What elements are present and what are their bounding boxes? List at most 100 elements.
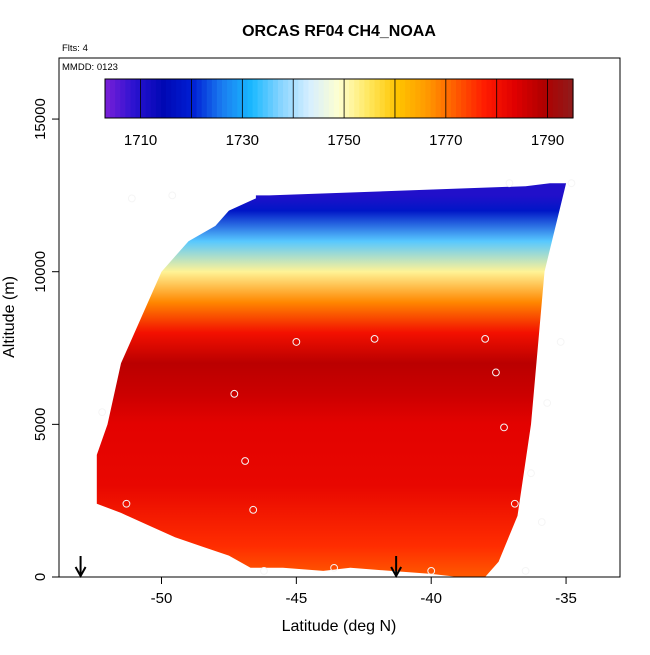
colorbar-cell — [277, 79, 284, 118]
colorbar-cell — [527, 79, 533, 118]
colorbar-cell — [344, 79, 350, 118]
sample-point — [249, 505, 258, 514]
colorbar-cell — [354, 79, 360, 118]
colorbar-tick-label: 1750 — [327, 132, 360, 149]
colorbar-cell — [466, 79, 472, 118]
colorbar-cell — [450, 79, 457, 118]
colorbar-cell — [145, 79, 152, 118]
colorbar-cell — [481, 79, 488, 118]
x-tick-label: -40 — [420, 590, 442, 607]
colorbar-cell — [435, 79, 442, 118]
colorbar-cell — [522, 79, 528, 118]
sample-point — [292, 338, 301, 346]
colorbar-tick-label: 1730 — [226, 132, 259, 149]
colorbar-cell — [491, 79, 498, 118]
colorbar-cell — [430, 79, 437, 118]
colorbar-cell — [318, 79, 325, 118]
colorbar-cell — [440, 79, 447, 118]
colorbar-tick-label: 1710 — [124, 132, 157, 149]
colorbar-cell — [486, 79, 493, 118]
colorbar-cell — [120, 79, 126, 118]
colorbar-cell — [232, 79, 238, 118]
sample-point — [527, 469, 535, 478]
sample-point — [537, 518, 546, 526]
colorbar-cell — [328, 79, 335, 118]
colorbar-cell — [150, 79, 157, 118]
sample-point — [567, 179, 576, 188]
sample-point — [241, 457, 250, 465]
sample-point — [230, 389, 239, 398]
colorbar-cell — [511, 79, 518, 118]
colorbar-cell — [349, 79, 355, 118]
colorbar-cell — [400, 79, 406, 118]
colorbar-cell — [501, 79, 508, 118]
colorbar-cell — [216, 79, 223, 118]
colorbar-cell — [267, 79, 274, 118]
y-tick-label: 15000 — [32, 98, 49, 140]
x-tick-label: -45 — [286, 590, 308, 607]
colorbar-tick-label: 1770 — [429, 132, 462, 149]
colorbar-cell — [176, 79, 182, 118]
colorbar-cell — [567, 79, 574, 118]
colorbar-cell — [394, 79, 401, 118]
colorbar-tick-label: 1790 — [531, 132, 564, 149]
colorbar-cell — [242, 79, 249, 118]
x-tick-label: -35 — [555, 590, 577, 607]
colorbar-cell — [456, 79, 462, 118]
colorbar-cell — [283, 79, 289, 118]
colorbar-cell — [303, 79, 310, 118]
sample-point — [500, 423, 508, 432]
colorbar-cell — [415, 79, 421, 118]
colorbar-cell — [191, 79, 198, 118]
colorbar-cell — [542, 79, 549, 118]
sample-point — [556, 338, 565, 346]
colorbar-cell — [425, 79, 432, 118]
colorbar-cell — [476, 79, 483, 118]
sample-point — [521, 566, 530, 575]
colorbar-cell — [364, 79, 371, 118]
sample-point — [370, 334, 379, 343]
colorbar-cell — [186, 79, 193, 118]
colorbar-cell — [384, 79, 391, 118]
colorbar-cell — [339, 79, 345, 118]
colorbar-cell — [374, 79, 381, 118]
x-axis-label: Latitude (deg N) — [282, 618, 397, 635]
colorbar-cell — [369, 79, 376, 118]
colorbar-cell — [227, 79, 233, 118]
colorbar-cell — [110, 79, 116, 118]
sample-point — [122, 499, 131, 508]
colorbar: 1710 1730 1750 1770 1790 — [104, 78, 574, 149]
colorbar-cell — [552, 79, 559, 118]
colorbar-cell — [115, 79, 121, 118]
colorbar-cell — [359, 79, 366, 118]
plot-frame — [58, 57, 621, 578]
colorbar-cell — [389, 79, 396, 118]
colorbar-cell — [155, 79, 162, 118]
colorbar-cell — [313, 79, 320, 118]
sample-point — [543, 399, 552, 407]
colorbar-cell — [206, 79, 213, 118]
colorbar-cell — [181, 79, 187, 118]
colorbar-cell — [379, 79, 386, 118]
colorbar-cell — [140, 79, 147, 118]
colorbar-cell — [288, 79, 294, 118]
x-tick-label: -50 — [151, 590, 173, 607]
sample-point — [330, 563, 339, 572]
colorbar-cell — [293, 79, 299, 118]
colorbar-cell — [130, 79, 137, 118]
sample-point — [427, 566, 436, 575]
colorbar-cell — [222, 79, 228, 118]
colorbar-cell — [298, 79, 304, 118]
colorbar-frame — [104, 78, 574, 119]
y-tick-label: 10000 — [32, 251, 49, 293]
colorbar-cell — [135, 79, 142, 118]
colorbar-cell — [237, 79, 243, 118]
colorbar-cell — [410, 79, 416, 118]
colorbar-cell — [262, 79, 269, 118]
sample-point — [492, 368, 500, 377]
y-tick-label: 0 — [32, 573, 49, 581]
sample-point — [127, 194, 136, 203]
y-tick-label: 5000 — [32, 408, 49, 441]
